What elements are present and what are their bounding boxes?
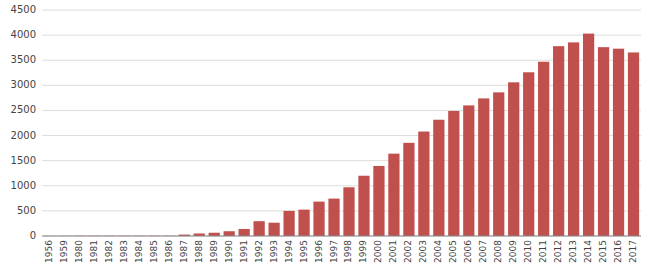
x-tick-label: 1988 xyxy=(194,240,204,263)
x-tick-label: 2007 xyxy=(478,240,488,263)
x-tick-label: 1996 xyxy=(314,240,324,263)
x-tick-label: 1995 xyxy=(299,240,309,263)
y-axis: 0 500 1000 1500 2000 2500 3000 3500 4000 4500 xyxy=(11,4,36,241)
x-tick-label: 1984 xyxy=(134,240,144,263)
x-tick-label: 2002 xyxy=(403,240,413,263)
x-tick-label: 2003 xyxy=(418,240,428,263)
y-tick-label: 3000 xyxy=(11,79,36,90)
x-tick-label: 1990 xyxy=(224,240,234,263)
page: {"chart_data": {"type": "bar", "categori… xyxy=(0,0,651,274)
x-tick-label: 2012 xyxy=(553,240,563,263)
x-tick-label: 1997 xyxy=(329,240,339,263)
bar xyxy=(358,176,369,236)
bar xyxy=(403,143,414,236)
bar xyxy=(478,98,489,236)
x-tick-label: 2008 xyxy=(493,240,503,263)
x-tick-label: 1959 xyxy=(59,240,69,263)
grid-line xyxy=(42,160,641,161)
grid-line xyxy=(42,185,641,186)
x-axis-line xyxy=(42,236,641,237)
x-tick-label: 2014 xyxy=(583,240,593,263)
x-tick-label: 1999 xyxy=(358,240,368,263)
bar xyxy=(493,92,504,236)
bar xyxy=(313,202,324,236)
x-tick-label: 1980 xyxy=(74,240,84,263)
x-tick-label: 1992 xyxy=(254,240,264,263)
bar xyxy=(553,46,564,236)
x-tick-label: 2015 xyxy=(598,240,608,263)
x-tick-label: 1991 xyxy=(239,240,249,263)
bar xyxy=(508,82,519,236)
bar xyxy=(254,221,265,236)
x-tick-label: 1994 xyxy=(284,240,294,263)
x-tick-label: 1986 xyxy=(164,240,174,263)
y-tick-label: 0 xyxy=(30,230,36,241)
bar xyxy=(433,120,444,236)
y-tick-label: 4000 xyxy=(11,29,36,40)
bar xyxy=(373,166,384,236)
bar xyxy=(538,62,549,236)
y-tick-label: 1500 xyxy=(11,155,36,166)
x-tick-label: 2001 xyxy=(388,240,398,263)
x-tick-label: 2016 xyxy=(613,240,623,263)
x-tick-label: 1987 xyxy=(179,240,189,263)
grid-line xyxy=(42,35,641,36)
x-tick-label: 2006 xyxy=(463,240,473,263)
x-tick-label: 2000 xyxy=(373,240,383,263)
bar xyxy=(598,47,609,236)
bar xyxy=(613,49,624,236)
grid-line xyxy=(42,85,641,86)
x-tick-label: 1983 xyxy=(119,240,129,263)
y-tick-label: 3500 xyxy=(11,54,36,65)
x-tick-label: 2017 xyxy=(628,240,638,263)
x-tick-label: 2005 xyxy=(448,240,458,263)
bar xyxy=(239,229,250,236)
bar xyxy=(328,199,339,236)
x-tick-label: 1956 xyxy=(44,240,54,263)
bar xyxy=(298,210,309,236)
y-tick-label: 1000 xyxy=(11,180,36,191)
x-tick-label: 1993 xyxy=(269,240,279,263)
bar xyxy=(568,42,579,236)
x-axis: 1956 1959 1980 1981 1982 1983 1984 1985 1986 1987… xyxy=(42,236,641,263)
bar xyxy=(283,211,294,236)
x-tick-label: 1982 xyxy=(104,240,114,263)
bar xyxy=(418,132,429,236)
x-tick-label: 2010 xyxy=(523,240,533,263)
x-tick-label: 2009 xyxy=(508,240,518,263)
y-grid xyxy=(42,10,641,236)
y-tick-label: 500 xyxy=(17,205,36,216)
bar xyxy=(463,105,474,236)
x-tick-label: 1981 xyxy=(89,240,99,263)
y-tick-label: 2000 xyxy=(11,130,36,141)
bar xyxy=(268,223,279,236)
chart: 0 500 1000 1500 2000 2500 3000 3500 4000 4500 1956… xyxy=(0,0,651,274)
grid-line xyxy=(42,210,641,211)
bar xyxy=(583,34,594,236)
grid-line xyxy=(42,60,641,61)
bar xyxy=(388,154,399,236)
y-tick-label: 4500 xyxy=(11,4,36,15)
x-tick-label: 2011 xyxy=(538,240,548,263)
grid-line xyxy=(42,10,641,11)
bar xyxy=(343,187,354,236)
x-tick-label: 1985 xyxy=(149,240,159,263)
bar xyxy=(224,231,235,236)
grid-line xyxy=(42,236,641,237)
bar xyxy=(448,111,459,236)
bar xyxy=(628,52,639,236)
grid-line xyxy=(42,110,641,111)
bars xyxy=(44,34,639,236)
x-tick-label: 1998 xyxy=(343,240,353,263)
x-tick-label: 1989 xyxy=(209,240,219,263)
x-tick-label: 2004 xyxy=(433,240,443,263)
bar xyxy=(523,72,534,236)
grid-line xyxy=(42,135,641,136)
x-tick-label: 2013 xyxy=(568,240,578,263)
y-tick-label: 2500 xyxy=(11,104,36,115)
